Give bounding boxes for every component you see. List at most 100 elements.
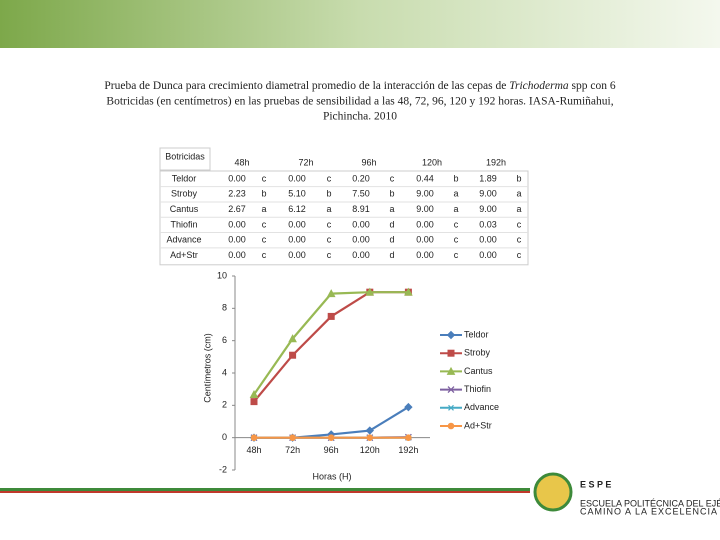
y-tick-label: 6 bbox=[222, 335, 227, 345]
cell-value: 0.00 bbox=[416, 219, 434, 229]
marker bbox=[250, 434, 258, 441]
cell-value: 0.00 bbox=[479, 235, 497, 245]
column-header: 192h bbox=[486, 157, 506, 167]
row-header: Stroby bbox=[171, 189, 198, 199]
legend-label: Advance bbox=[464, 402, 499, 412]
y-axis-label: Centímetros (cm) bbox=[202, 333, 212, 403]
cell-letter: c bbox=[390, 173, 395, 183]
cell-letter: b bbox=[453, 173, 458, 183]
cell-letter: b bbox=[261, 189, 266, 199]
legend-label: Thiofin bbox=[464, 384, 491, 394]
cell-value: 9.00 bbox=[479, 204, 497, 214]
cell-letter: a bbox=[261, 204, 266, 214]
cell-letter: c bbox=[327, 219, 332, 229]
y-tick-label: 2 bbox=[222, 400, 227, 410]
y-tick-label: 0 bbox=[222, 432, 227, 442]
marker bbox=[327, 434, 335, 441]
cell-value: 0.00 bbox=[288, 173, 306, 183]
cell-letter: b bbox=[516, 173, 521, 183]
title-italic: Trichoderma bbox=[509, 80, 569, 92]
column-header: 48h bbox=[234, 157, 249, 167]
cell-value: 0.00 bbox=[352, 250, 370, 260]
marker bbox=[327, 312, 335, 320]
cell-value: 2.67 bbox=[228, 204, 246, 214]
title-line: Prueba de Dunca para crecimiento diametr… bbox=[104, 80, 616, 92]
cell-letter: a bbox=[453, 204, 458, 214]
cell-letter: a bbox=[326, 204, 331, 214]
cell-letter: c bbox=[262, 173, 267, 183]
marker bbox=[250, 398, 258, 406]
marker bbox=[365, 426, 375, 435]
logo-name: E S P E bbox=[580, 479, 611, 489]
legend-marker bbox=[446, 366, 456, 375]
cell-letter: c bbox=[262, 219, 267, 229]
logo-motto: CAMINO A LA EXCELENCIA bbox=[580, 506, 718, 516]
marker bbox=[404, 402, 413, 412]
marker bbox=[249, 389, 259, 399]
cell-value: 9.00 bbox=[479, 189, 497, 199]
cell-value: 6.12 bbox=[288, 204, 306, 214]
y-tick-label: 4 bbox=[222, 367, 227, 377]
cell-letter: a bbox=[516, 204, 521, 214]
y-tick-label: -2 bbox=[219, 464, 227, 474]
cell-letter: c bbox=[327, 235, 332, 245]
cell-letter: d bbox=[389, 235, 394, 245]
cell-value: 7.50 bbox=[352, 189, 370, 199]
title-text: Prueba de Dunca para crecimiento diametr… bbox=[104, 80, 509, 92]
marker bbox=[365, 287, 375, 296]
cell-value: 5.10 bbox=[288, 189, 306, 199]
legend-marker bbox=[447, 349, 455, 357]
column-header: 72h bbox=[298, 157, 313, 167]
x-tick-label: 72h bbox=[285, 445, 300, 455]
legend-label: Teldor bbox=[464, 329, 489, 339]
legend-label: Stroby bbox=[464, 348, 491, 358]
cell-letter: c bbox=[517, 235, 522, 245]
logo: E S P E ESCUELA POLITÉCNICA DEL EJÉRCITO… bbox=[533, 472, 720, 516]
table-border bbox=[159, 170, 529, 266]
cell-value: 0.00 bbox=[288, 235, 306, 245]
cell-value: 9.00 bbox=[416, 189, 434, 199]
cell-value: 0.20 bbox=[352, 173, 370, 183]
cell-value: 2.23 bbox=[228, 189, 246, 199]
cell-value: 9.00 bbox=[416, 204, 434, 214]
marker bbox=[288, 334, 297, 343]
marker bbox=[366, 434, 374, 441]
cell-value: 0.00 bbox=[352, 235, 370, 245]
cell-value: 0.00 bbox=[228, 235, 246, 245]
top-band bbox=[0, 0, 720, 48]
series: Cantus bbox=[249, 287, 493, 399]
row-header: Ad+Str bbox=[170, 250, 198, 260]
cell-letter: c bbox=[517, 219, 522, 229]
cell-letter: c bbox=[262, 250, 267, 260]
title-line: Botricidas (en centímetros) en las prueb… bbox=[106, 96, 613, 108]
logo-subtitle: ESCUELA POLITÉCNICA DEL EJÉRCITO bbox=[580, 498, 720, 508]
x-tick-label: 192h bbox=[398, 445, 418, 455]
cell-value: 0.00 bbox=[416, 235, 434, 245]
marker bbox=[405, 434, 412, 441]
cell-letter: a bbox=[389, 204, 394, 214]
title-text: spp con 6 bbox=[569, 80, 616, 92]
x-tick-label: 120h bbox=[360, 445, 380, 455]
cell-value: 8.91 bbox=[352, 204, 370, 214]
cell-letter: c bbox=[262, 235, 267, 245]
cell-value: 0.44 bbox=[416, 173, 434, 183]
marker bbox=[289, 434, 296, 441]
series: Ad+Str bbox=[250, 420, 492, 441]
cell-letter: c bbox=[454, 219, 459, 229]
row-header: Cantus bbox=[170, 204, 199, 214]
table-border bbox=[159, 147, 211, 171]
cell-value: 0.00 bbox=[228, 219, 246, 229]
marker bbox=[326, 289, 336, 298]
row-header: Thiofin bbox=[170, 219, 197, 229]
x-tick-label: 48h bbox=[246, 445, 261, 455]
table-corner-header: Botricidas bbox=[165, 151, 205, 161]
cell-letter: b bbox=[326, 189, 331, 199]
cell-value: 1.89 bbox=[479, 173, 497, 183]
cell-letter: b bbox=[389, 189, 394, 199]
legend-label: Ad+Str bbox=[464, 420, 492, 430]
row-header: Advance bbox=[166, 235, 201, 245]
cell-letter: a bbox=[516, 189, 521, 199]
cell-letter: c bbox=[517, 250, 522, 260]
legend-label: Cantus bbox=[464, 366, 493, 376]
